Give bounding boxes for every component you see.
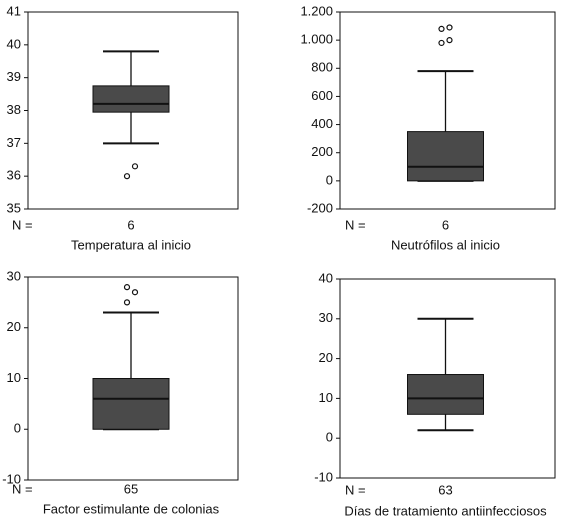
n-label: N = bbox=[345, 482, 366, 497]
plot-frame bbox=[339, 11, 556, 210]
box bbox=[92, 378, 170, 430]
box bbox=[92, 85, 170, 113]
n-value: 63 bbox=[438, 482, 452, 497]
y-tick-label: 20 bbox=[7, 319, 21, 334]
n-label: N = bbox=[12, 481, 33, 496]
outlier bbox=[123, 299, 131, 306]
y-tick-label: 600 bbox=[311, 88, 333, 103]
x-axis-label: Factor estimulante de colonias bbox=[43, 501, 220, 516]
x-axis-label: Neutrófilos al inicio bbox=[391, 237, 500, 252]
outlier bbox=[131, 289, 139, 296]
outlier bbox=[438, 39, 445, 47]
y-tick-label: 38 bbox=[7, 102, 21, 117]
y-tick-label: 30 bbox=[7, 268, 21, 283]
y-tick-label: 1.200 bbox=[300, 3, 333, 18]
y-tick-label: -200 bbox=[307, 200, 333, 215]
y-tick-label: 20 bbox=[319, 350, 333, 365]
y-tick-label: 35 bbox=[7, 200, 21, 215]
n-value: 65 bbox=[124, 481, 138, 496]
y-tick-label: 39 bbox=[7, 69, 21, 84]
y-tick-label: 200 bbox=[311, 144, 333, 159]
n-label: N = bbox=[345, 217, 366, 232]
y-tick-label: 0 bbox=[326, 430, 333, 445]
n-value: 6 bbox=[127, 217, 134, 232]
y-tick-label: 10 bbox=[7, 370, 21, 385]
y-tick-label: 800 bbox=[311, 60, 333, 75]
y-tick-label: 0 bbox=[326, 172, 333, 187]
outlier bbox=[438, 25, 445, 32]
n-value: 6 bbox=[442, 217, 449, 232]
box bbox=[407, 374, 484, 415]
y-tick-label: -10 bbox=[314, 469, 333, 484]
y-tick-label: 40 bbox=[7, 36, 21, 51]
n-label: N = bbox=[12, 217, 33, 232]
outlier bbox=[446, 37, 453, 44]
y-tick-label: 36 bbox=[7, 168, 21, 183]
outlier bbox=[131, 163, 139, 170]
plot-frame bbox=[339, 278, 556, 479]
box bbox=[407, 131, 484, 182]
y-tick-label: 1.000 bbox=[300, 32, 333, 47]
y-tick-label: 41 bbox=[7, 3, 21, 18]
x-axis-label: Temperatura al inicio bbox=[71, 237, 191, 252]
y-tick-label: 37 bbox=[7, 135, 21, 150]
x-axis-label: Días de tratamiento antiinfecciosos bbox=[344, 503, 547, 518]
outlier bbox=[446, 24, 453, 31]
outlier bbox=[123, 284, 131, 291]
y-tick-label: 30 bbox=[319, 310, 333, 325]
y-tick-label: 400 bbox=[311, 116, 333, 131]
y-tick-label: 40 bbox=[319, 270, 333, 285]
y-tick-label: -10 bbox=[2, 471, 21, 486]
y-tick-label: 0 bbox=[14, 421, 21, 436]
y-tick-label: 10 bbox=[319, 390, 333, 405]
outlier bbox=[123, 173, 131, 180]
